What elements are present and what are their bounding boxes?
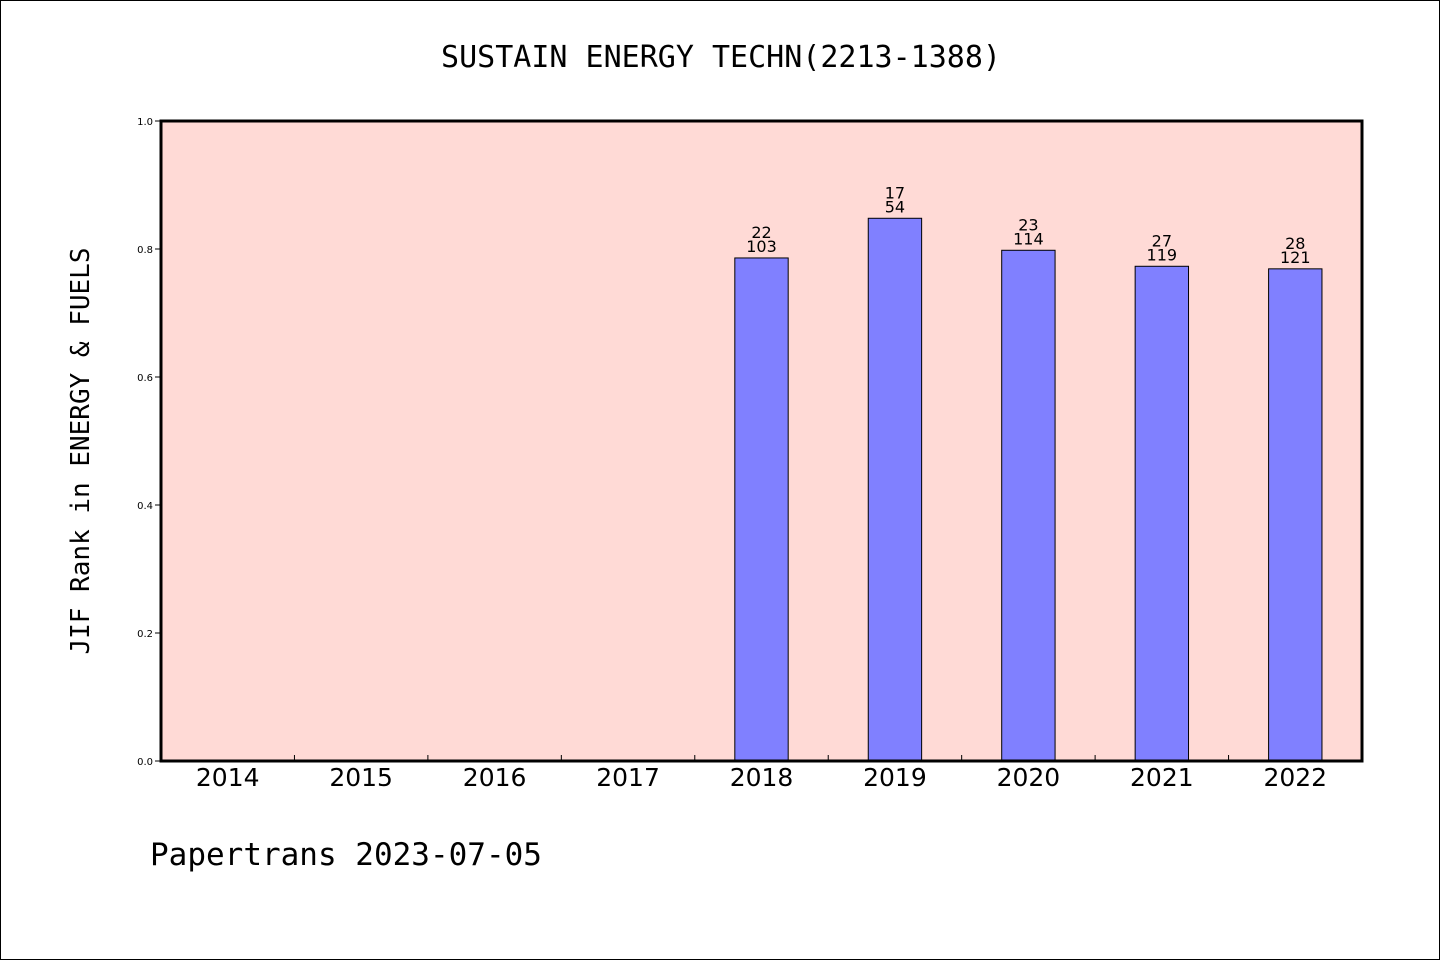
- x-tick-label: 2014: [196, 763, 260, 792]
- x-tick-label: 2020: [997, 763, 1061, 792]
- x-tick-label: 2022: [1263, 763, 1327, 792]
- y-tick-label: 0.6: [137, 373, 153, 384]
- x-tick-label: 2017: [596, 763, 660, 792]
- x-tick-label: 2019: [863, 763, 927, 792]
- bar-rank-label: 27: [1152, 231, 1172, 250]
- bar-2021: [1134, 265, 1190, 762]
- bar-total-label: 103: [746, 237, 777, 256]
- bar-2020: [1001, 249, 1056, 762]
- y-tick-label: 0.0: [137, 757, 153, 768]
- bar-total-label: 121: [1280, 248, 1311, 267]
- bar-rank-label: 23: [1018, 215, 1038, 234]
- bar-total-label: 119: [1147, 245, 1178, 264]
- y-tick-label: 1.0: [137, 117, 153, 128]
- bar-rank-label: 28: [1285, 234, 1305, 253]
- chart-title: SUSTAIN ENERGY TECHN(2213-1388): [441, 40, 1001, 75]
- footer-credit: Papertrans 2023-07-05: [150, 837, 542, 873]
- bar-total-label: 114: [1013, 229, 1044, 248]
- x-tick-label: 2021: [1130, 763, 1194, 792]
- bar-2018: [734, 257, 789, 762]
- ticks-layer: 2014 2015 2016 2017 2018 2019 2020 2021 2022 0.0 0…: [137, 117, 1327, 792]
- y-axis-label: JIF Rank in ENERGY & FUELS: [66, 248, 96, 655]
- bar-rank-label: 22: [751, 223, 771, 242]
- bar-rank-label: 17: [885, 183, 905, 202]
- y-tick-label: 0.8: [137, 245, 153, 256]
- y-tick-label: 0.2: [137, 629, 153, 640]
- x-tick-label: 2015: [329, 763, 393, 792]
- bar-total-label: 54: [885, 197, 905, 216]
- y-tick-label: 0.4: [137, 501, 153, 512]
- plot-frame: [159, 119, 1364, 763]
- x-tick-label: 2016: [463, 763, 527, 792]
- bar-2019: [867, 217, 923, 762]
- x-tick-label: 2018: [730, 763, 794, 792]
- bar-2022: [1268, 268, 1323, 762]
